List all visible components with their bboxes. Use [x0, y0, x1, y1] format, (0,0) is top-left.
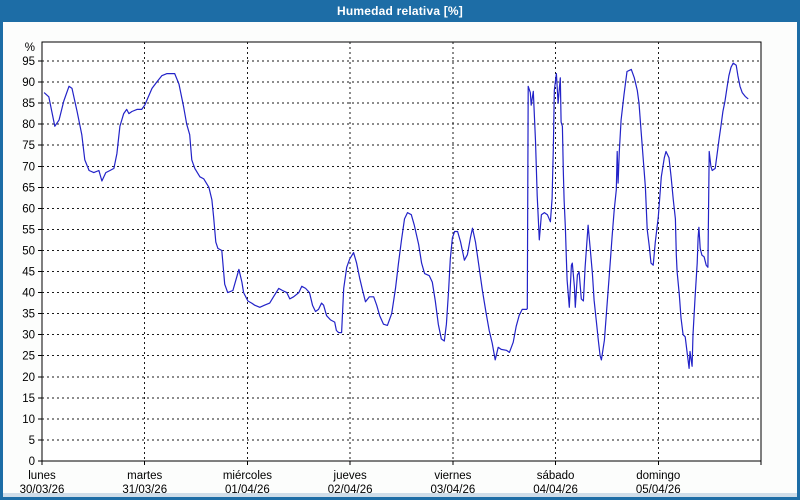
y-tick-label-65: 65	[22, 182, 35, 194]
y-tick-label-90: 90	[22, 77, 35, 89]
humidity-series-line	[43, 62, 749, 369]
x-day-date-label-3: 02/04/26	[328, 484, 373, 496]
y-tick-label-55: 55	[22, 224, 35, 236]
x-day-name-label-2: miércoles	[223, 470, 272, 482]
y-tick-label-10: 10	[22, 414, 35, 426]
y-tick-label-5: 5	[29, 435, 35, 447]
y-tick-label-15: 15	[22, 393, 35, 405]
y-tick-label-70: 70	[22, 161, 35, 173]
x-day-name-label-6: domingo	[636, 470, 680, 482]
x-day-date-label-4: 03/04/26	[430, 484, 475, 496]
y-tick-label-75: 75	[22, 140, 35, 152]
x-day-name-label-0: lunes	[28, 470, 56, 482]
y-tick-label-25: 25	[22, 351, 35, 363]
y-tick-label-20: 20	[22, 372, 35, 384]
window-title-bar: Humedad relativa [%]	[0, 0, 800, 22]
y-tick-label-50: 50	[22, 245, 35, 257]
x-day-name-label-4: viernes	[434, 470, 471, 482]
margin-strip	[3, 493, 797, 497]
x-day-date-label-1: 31/03/26	[122, 484, 167, 496]
window-title: Humedad relativa [%]	[336, 4, 464, 18]
x-day-name-label-1: martes	[127, 470, 162, 482]
y-tick-label-85: 85	[22, 98, 35, 110]
y-tick-label-40: 40	[22, 288, 35, 300]
y-tick-label-60: 60	[22, 203, 35, 215]
x-day-name-label-5: sábado	[537, 470, 575, 482]
y-tick-label-45: 45	[22, 267, 35, 279]
x-day-name-label-3: jueves	[333, 470, 367, 482]
y-tick-label-0: 0	[29, 456, 35, 468]
y-tick-label-35: 35	[22, 309, 35, 321]
y-axis-unit-label: %	[25, 42, 35, 54]
y-tick-label-30: 30	[22, 330, 35, 342]
plot-area	[41, 41, 762, 462]
x-day-date-label-6: 05/04/26	[636, 484, 681, 496]
x-day-date-label-0: 30/03/26	[20, 484, 65, 496]
y-tick-label-95: 95	[22, 56, 35, 68]
x-day-date-label-2: 01/04/26	[225, 484, 270, 496]
y-tick-label-80: 80	[22, 119, 35, 131]
x-day-date-label-5: 04/04/26	[533, 484, 578, 496]
